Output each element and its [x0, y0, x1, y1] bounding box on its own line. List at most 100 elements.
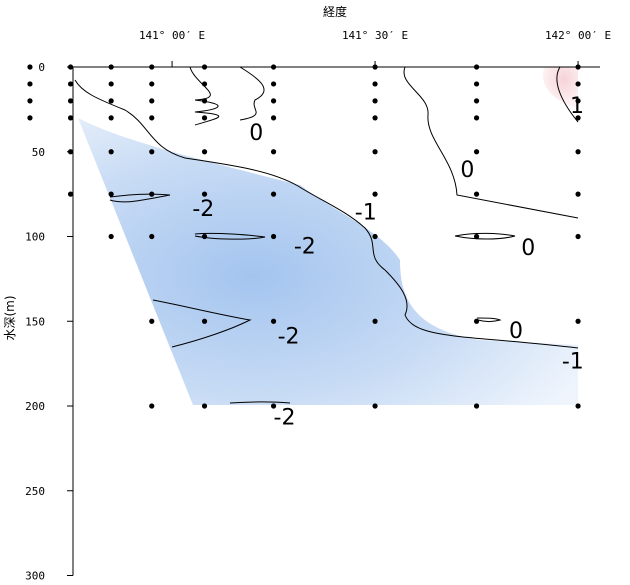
isotherm-line-9 — [476, 317, 502, 322]
contour-label: 0 — [509, 319, 523, 344]
station-dot — [270, 98, 277, 104]
isotherm-line-11 — [556, 66, 579, 123]
station-dot — [473, 318, 480, 324]
station-dot — [372, 233, 378, 240]
temperature-fill — [74, 67, 578, 405]
station-dot — [149, 149, 155, 155]
station-dot — [67, 81, 74, 87]
isotherm-line-10 — [229, 401, 291, 404]
x-tick-label: 141° 00′ E — [139, 29, 205, 42]
station-dot — [270, 318, 277, 324]
station-dot — [149, 98, 155, 104]
isotherm-line-3 — [239, 66, 265, 121]
station-dot — [108, 149, 114, 155]
contour-label: -2 — [274, 406, 296, 431]
contour-label: -2 — [278, 324, 300, 349]
station-dot — [270, 149, 277, 155]
contour-label: -1 — [562, 350, 584, 375]
station-dot — [201, 115, 208, 121]
warm-water-region — [542, 67, 578, 108]
station-dot — [270, 115, 277, 121]
station-dot — [372, 149, 378, 155]
x-axis-title: 経度 — [323, 4, 347, 19]
contour-label: 0 — [521, 236, 535, 261]
station-dots — [27, 64, 581, 409]
station-dot — [473, 149, 480, 155]
y-tick-label: 200 — [25, 400, 45, 413]
isotherm-line-2 — [189, 66, 220, 126]
station-dot — [149, 403, 155, 409]
isotherm-line-5 — [109, 193, 171, 203]
station-dot — [575, 149, 581, 155]
station-dot — [149, 81, 155, 87]
station-dot — [108, 81, 114, 87]
station-dot — [27, 64, 33, 70]
station-dot — [201, 149, 208, 155]
station-dot — [149, 115, 155, 121]
station-dot — [149, 191, 155, 197]
station-dot — [270, 403, 277, 409]
isotherm-line-6 — [194, 232, 266, 240]
station-dot — [473, 191, 480, 197]
station-dot — [473, 233, 480, 240]
y-tick-label: 250 — [25, 485, 45, 498]
station-dot — [27, 115, 33, 121]
station-dot — [201, 98, 208, 104]
x-tick-label: 141° 30′ E — [342, 29, 408, 42]
station-dot — [201, 318, 208, 324]
contour-label: -2 — [192, 197, 214, 222]
station-dot — [201, 191, 208, 197]
station-dot — [372, 403, 378, 409]
station-dot — [27, 81, 33, 87]
station-dot — [108, 98, 114, 104]
y-tick-label: 300 — [25, 570, 45, 583]
station-dot — [372, 318, 378, 324]
station-dot — [201, 403, 208, 409]
station-dot — [67, 115, 74, 121]
cold-water-region — [78, 118, 578, 405]
y-tick-label: 50 — [32, 146, 45, 159]
station-dot — [575, 233, 581, 240]
isotherm-lines — [74, 66, 579, 404]
station-dot — [575, 318, 581, 324]
contour-label: 0 — [249, 121, 263, 146]
station-dot — [575, 403, 581, 409]
y-tick-label: 150 — [25, 315, 45, 328]
station-dot — [201, 233, 208, 240]
y-tick-label: 100 — [25, 231, 45, 244]
contour-labels: 0 0 -2 -1 -2 0 -2 0 -1 -2 1 — [192, 94, 584, 431]
station-dot — [575, 81, 581, 87]
station-dot — [575, 98, 581, 104]
isotherm-line-1 — [74, 79, 579, 349]
contour-label: -2 — [294, 234, 316, 259]
station-dot — [473, 81, 480, 87]
x-tick-label: 142° 00′ E — [545, 29, 611, 42]
station-dot — [372, 98, 378, 104]
station-dot — [270, 191, 277, 197]
station-dot — [108, 115, 114, 121]
station-dot — [575, 191, 581, 197]
station-dot — [372, 81, 378, 87]
y-tick-label: 0 — [38, 61, 45, 74]
station-dot — [108, 191, 114, 197]
contour-label: 0 — [460, 158, 474, 183]
station-dot — [67, 191, 74, 197]
station-dot — [67, 98, 74, 104]
station-dot — [575, 115, 581, 121]
station-dot — [473, 115, 480, 121]
station-dot — [372, 115, 378, 121]
isotherm-line-7 — [152, 299, 252, 348]
station-dot — [201, 81, 208, 87]
station-dot — [372, 191, 378, 197]
station-dot — [473, 98, 480, 104]
station-dot — [270, 233, 277, 240]
station-dot — [27, 98, 33, 104]
fill-spacer — [74, 78, 95, 128]
contour-label: 1 — [570, 94, 584, 119]
station-dot — [149, 233, 155, 240]
isotherm-line-8 — [454, 232, 516, 240]
contour-label: -1 — [355, 201, 377, 226]
isotherm-line-4 — [403, 66, 579, 219]
